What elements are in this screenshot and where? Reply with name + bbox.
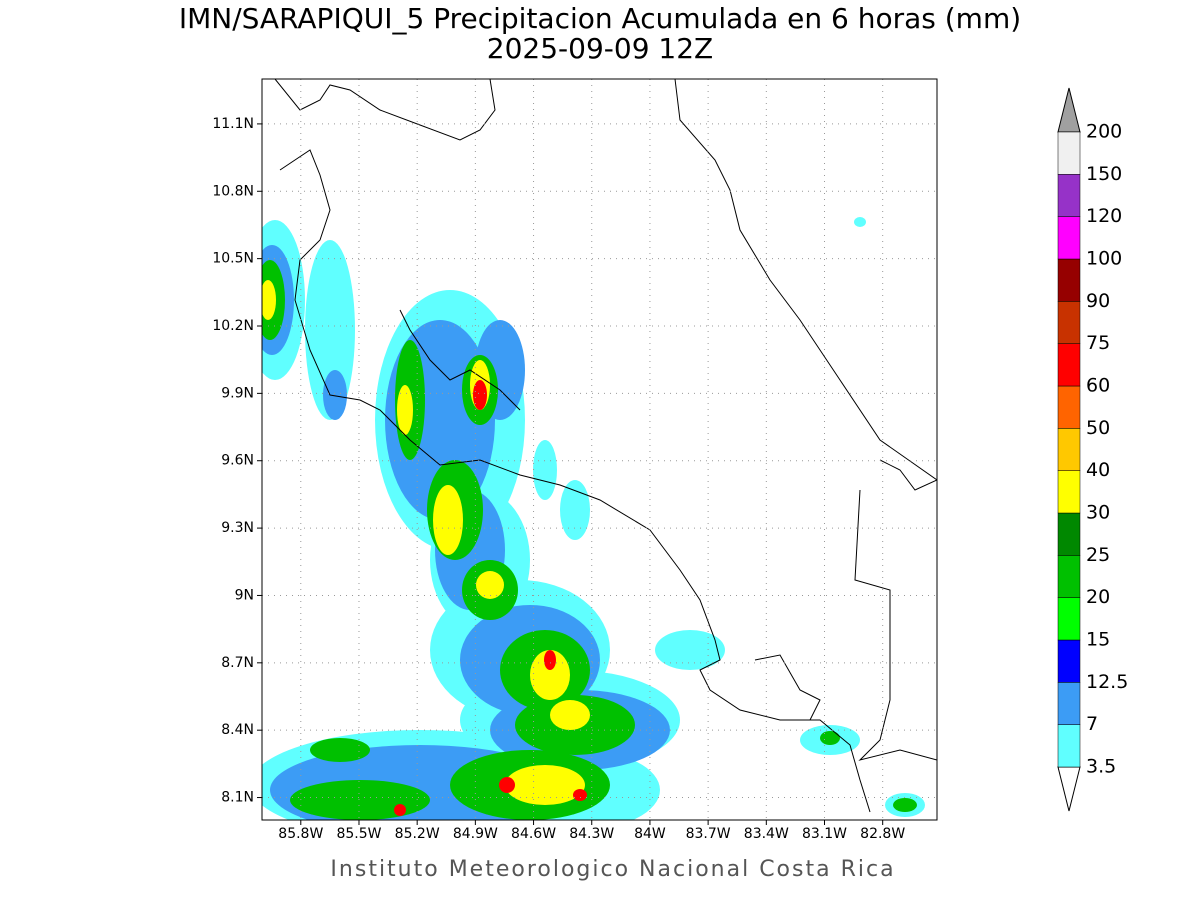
colorbar-swatch (1057, 258, 1081, 302)
x-tick-label: 84W (634, 826, 666, 842)
precip-field (262, 79, 937, 820)
x-tick-label: 84.6W (511, 826, 556, 842)
colorbar-swatch (1057, 470, 1081, 514)
subtitle: 2025-09-09 12Z (487, 32, 713, 65)
grid: 11.1N 10.8N 10.5N 10.2N 9.9N 9.6N 9.3N 9N 8.7N 8.… (212, 79, 937, 842)
colorbar-swatch (1057, 131, 1081, 175)
y-tick-label: 9.6N (221, 453, 254, 469)
colorbar-label: 25 (1086, 544, 1110, 566)
colorbar: 3.5 7 12.5 15 20 25 30 40 50 60 75 90 100 120 150 200 (1057, 87, 1128, 812)
colorbar-label: 75 (1086, 332, 1110, 354)
y-tick-label: 8.1N (221, 790, 254, 806)
colorbar-swatch (1057, 216, 1081, 260)
colorbar-swatch (1057, 597, 1081, 641)
colorbar-over (1057, 87, 1081, 133)
colorbar-swatch (1057, 639, 1081, 683)
rain-red (394, 380, 587, 816)
map-frame (261, 78, 938, 821)
y-tick-label: 9.3N (221, 520, 254, 536)
x-tick-label: 85.8W (278, 826, 323, 842)
x-tick-label: 82.8W (860, 826, 905, 842)
y-tick-label: 10.8N (212, 183, 254, 199)
colorbar-label: 30 (1086, 502, 1110, 524)
colorbar-swatch (1057, 385, 1081, 429)
colorbar-label: 120 (1086, 205, 1122, 227)
x-tick-label: 83.7W (686, 826, 731, 842)
colorbar-label: 12.5 (1086, 671, 1128, 693)
colorbar-label: 7 (1086, 713, 1098, 735)
colorbar-label: 150 (1086, 163, 1122, 185)
coastline (274, 79, 937, 813)
x-tick-label: 85.5W (336, 826, 381, 842)
colorbar-swatch (1057, 512, 1081, 556)
x-tick-label: 84.9W (453, 826, 498, 842)
y-tick-label: 8.7N (221, 655, 254, 671)
colorbar-label: 20 (1086, 586, 1110, 608)
x-tick-label: 83.1W (802, 826, 847, 842)
colorbar-label: 50 (1086, 417, 1110, 439)
colorbar-swatch (1057, 343, 1081, 387)
colorbar-label: 90 (1086, 290, 1110, 312)
y-tick-label: 9N (235, 587, 254, 603)
colorbar-swatch (1057, 724, 1081, 768)
colorbar-label: 3.5 (1086, 756, 1116, 778)
colorbar-label: 40 (1086, 459, 1110, 481)
colorbar-under (1057, 766, 1081, 812)
colorbar-label: 60 (1086, 375, 1110, 397)
footer: Instituto Meteorologico Nacional Costa R… (330, 857, 895, 882)
colorbar-swatch (1057, 555, 1081, 598)
y-tick-label: 9.9N (221, 385, 254, 401)
colorbar-swatch (1057, 174, 1081, 217)
x-tick-label: 84.3W (569, 826, 614, 842)
colorbar-swatch (1057, 428, 1081, 471)
colorbar-label: 200 (1086, 121, 1122, 143)
y-tick-label: 10.2N (212, 318, 254, 334)
colorbar-label: 15 (1086, 629, 1110, 651)
colorbar-swatch (1057, 682, 1081, 725)
y-tick-label: 10.5N (212, 251, 254, 267)
y-tick-label: 11.1N (212, 116, 254, 132)
x-tick-label: 83.4W (744, 826, 789, 842)
colorbar-label: 100 (1086, 248, 1122, 270)
colorbar-swatch (1057, 301, 1081, 344)
rain-yellow (262, 280, 590, 805)
title: IMN/SARAPIQUI_5 Precipitacion Acumulada … (179, 2, 1021, 35)
x-tick-label: 85.2W (395, 826, 440, 842)
y-tick-label: 8.4N (221, 722, 254, 738)
